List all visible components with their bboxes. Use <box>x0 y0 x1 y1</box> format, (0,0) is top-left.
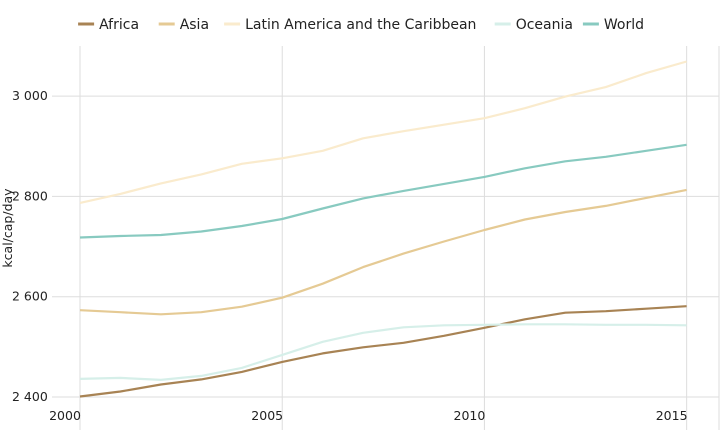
legend-item-africa: Africa <box>78 17 139 33</box>
y-axis: 2 400 2 600 2 800 3 000 <box>12 88 48 404</box>
series-line-oceania <box>79 323 687 381</box>
series-line-latin-america-and-the-caribbean <box>79 60 687 204</box>
y-axis-label: kcal/cap/day <box>0 188 15 268</box>
x-axis: 2000 2005 2010 2015 <box>49 408 687 423</box>
legend-label: Latin America and the Caribbean <box>245 17 476 33</box>
y-tick-label: 2 400 <box>12 389 48 404</box>
legend-item-oceania: Oceania <box>494 17 573 33</box>
series-line-asia <box>79 188 687 316</box>
legend-label: Oceania <box>516 17 573 33</box>
legend-label: Africa <box>99 17 139 33</box>
legend-label: Asia <box>180 17 209 33</box>
legend: Africa Asia Latin America and the Caribbea… <box>78 17 644 33</box>
legend-label: World <box>604 17 644 33</box>
grid <box>52 46 720 430</box>
x-tick-label: 2015 <box>656 408 688 423</box>
series-line-world <box>79 143 687 239</box>
x-tick-label: 2010 <box>454 408 486 423</box>
x-tick-label: 2005 <box>251 408 283 423</box>
series-group <box>79 60 687 398</box>
y-tick-label: 2 800 <box>12 188 48 203</box>
x-tick-label: 2000 <box>49 408 81 423</box>
legend-item-world: World <box>582 17 644 33</box>
y-tick-label: 3 000 <box>12 88 48 103</box>
y-tick-label: 2 600 <box>12 289 48 304</box>
series-line-africa <box>79 305 687 398</box>
legend-item-asia: Asia <box>158 17 209 33</box>
legend-item-latin-america-and-the-caribbean: Latin America and the Caribbean <box>224 17 476 33</box>
